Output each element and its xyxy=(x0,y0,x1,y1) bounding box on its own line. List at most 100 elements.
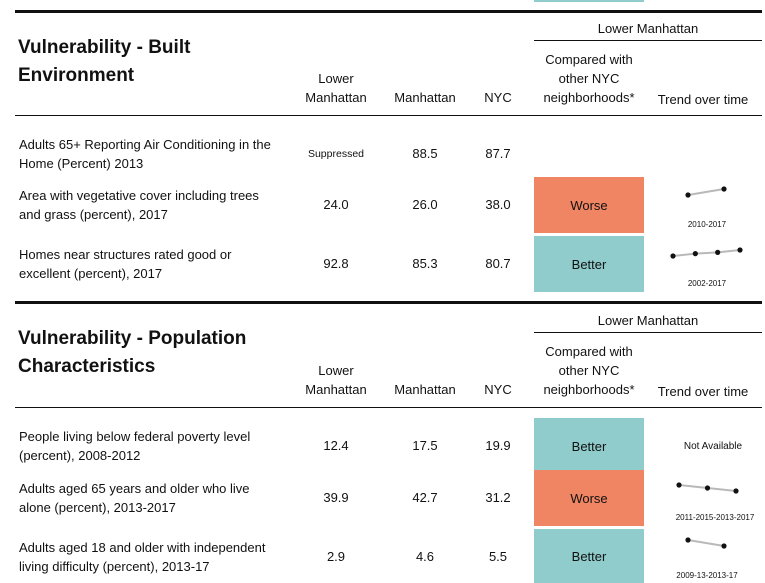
trend-line xyxy=(687,539,725,547)
section-title: Vulnerability - Built Environment xyxy=(18,34,190,90)
col-header-lower-manhattan: Lower Manhattan xyxy=(298,69,374,107)
trend-line xyxy=(672,249,741,257)
trend-point xyxy=(685,192,691,198)
section-title: Vulnerability - Population Characteristi… xyxy=(18,325,246,381)
row-label-line: (percent), 2008-2012 xyxy=(19,448,141,463)
group-header-rule xyxy=(534,332,762,333)
col-header-line: Lower xyxy=(318,71,354,86)
row-label-line: living difficulty (percent), 2013-17 xyxy=(19,559,210,574)
section-top-rule xyxy=(15,301,762,304)
col-header-line: Manhattan xyxy=(305,382,367,397)
col-header-line: neighborhoods* xyxy=(543,90,635,105)
trend-sparkline: 2009-13-2013-17 xyxy=(656,529,758,583)
row-label-line: alone (percent), 2013-2017 xyxy=(19,500,176,515)
value-lower-manhattan: 2.9 xyxy=(326,549,346,564)
row-label: People living below federal poverty leve… xyxy=(19,427,289,465)
row-label: Adults 65+ Reporting Air Conditioning in… xyxy=(19,135,289,173)
sparkline-svg xyxy=(670,247,743,259)
col-header-trend: Trend over time xyxy=(657,92,749,107)
row-label: Homes near structures rated good or exce… xyxy=(19,245,289,283)
col-header-line: other NYC xyxy=(558,71,620,86)
trend-point xyxy=(685,537,691,543)
trend-sparkline: 2002-2017 xyxy=(656,236,758,292)
row-label-line: People living below federal poverty leve… xyxy=(19,429,251,444)
value-nyc: 19.9 xyxy=(485,438,511,453)
trend-point xyxy=(737,247,743,253)
trend-label: 2009-13-2013-17 xyxy=(676,571,738,580)
trend-point xyxy=(721,186,727,192)
trend-not-available: Not Available xyxy=(683,441,743,452)
row-label-line: Home (Percent) 2013 xyxy=(19,156,144,171)
value-manhattan: 26.0 xyxy=(412,197,438,212)
value-manhattan: 85.3 xyxy=(412,256,438,271)
comparison-cell-better: Better xyxy=(534,529,644,583)
value-lower-manhattan: Suppressed xyxy=(307,148,365,160)
value-manhattan: 88.5 xyxy=(412,146,438,161)
sparkline-svg xyxy=(685,186,727,198)
trend-sparkline: 2010-2017 xyxy=(656,177,758,233)
section-title-line: Environment xyxy=(18,65,135,86)
value-nyc: 5.5 xyxy=(488,549,508,564)
header-rule xyxy=(15,407,762,408)
value-lower-manhattan: 39.9 xyxy=(323,490,349,505)
trend-point xyxy=(721,543,727,549)
row-label: Adults aged 18 and older with independen… xyxy=(19,538,289,576)
trend-point xyxy=(670,253,676,259)
row-label: Adults aged 65 years and older who live … xyxy=(19,479,289,517)
row-label: Area with vegetative cover including tre… xyxy=(19,186,289,224)
value-nyc: 87.7 xyxy=(485,146,511,161)
col-header-line: Manhattan xyxy=(305,90,367,105)
col-header-line: neighborhoods* xyxy=(543,382,635,397)
value-lower-manhattan: 24.0 xyxy=(323,197,349,212)
row-label-line: Adults 65+ Reporting Air Conditioning in… xyxy=(19,137,271,152)
col-header-manhattan: Manhattan xyxy=(394,90,456,105)
group-header: Lower Manhattan xyxy=(597,313,699,328)
row-label-line: Area with vegetative cover including tre… xyxy=(19,188,259,203)
value-manhattan: 4.6 xyxy=(415,549,435,564)
col-header-line: other NYC xyxy=(558,363,620,378)
comparison-cell-better: Better xyxy=(534,236,644,292)
trend-point xyxy=(676,482,682,488)
row-label-line: Adults aged 18 and older with independen… xyxy=(19,540,266,555)
col-header-nyc: NYC xyxy=(484,90,512,105)
trend-label: 2010-2017 xyxy=(687,220,727,229)
trend-label: 2002-2017 xyxy=(687,279,727,288)
col-header-lower-manhattan: Lower Manhattan xyxy=(298,361,374,399)
sparkline-svg xyxy=(676,482,739,494)
value-nyc: 38.0 xyxy=(485,197,511,212)
row-label-line: Adults aged 65 years and older who live xyxy=(19,481,250,496)
value-manhattan: 42.7 xyxy=(412,490,438,505)
row-label-line: and grass (percent), 2017 xyxy=(19,207,168,222)
trend-line xyxy=(687,188,725,196)
comparison-cell-better: Better xyxy=(534,418,644,474)
section-title-line: Vulnerability - Population xyxy=(18,328,247,349)
sparkline-svg xyxy=(685,537,727,549)
trend-point xyxy=(704,485,711,491)
col-header-nyc: NYC xyxy=(484,382,512,397)
comparison-cell-worse: Worse xyxy=(534,470,644,526)
col-header-line: Compared with xyxy=(545,52,633,67)
value-nyc: 80.7 xyxy=(485,256,511,271)
col-header-compared: Compared with other NYC neighborhoods* xyxy=(532,342,646,399)
group-header: Lower Manhattan xyxy=(597,21,699,36)
section-title-line: Vulnerability - Built xyxy=(18,37,191,58)
row-label-line: Homes near structures rated good or xyxy=(19,247,232,262)
trend-sparkline: 2011-2015-2013-2017 xyxy=(660,470,765,526)
col-header-manhattan: Manhattan xyxy=(394,382,456,397)
value-nyc: 31.2 xyxy=(485,490,511,505)
row-label-line: excellent (percent), 2017 xyxy=(19,266,163,281)
trend-point xyxy=(715,249,721,255)
section-title-line: Characteristics xyxy=(18,356,156,377)
trend-label: 2011-2015-2013-2017 xyxy=(675,513,755,522)
value-lower-manhattan: 12.4 xyxy=(323,438,349,453)
comparison-cell-worse: Worse xyxy=(534,177,644,233)
trend-point xyxy=(692,251,698,257)
group-header-rule xyxy=(534,40,762,41)
trend-point xyxy=(733,488,739,494)
col-header-trend: Trend over time xyxy=(657,384,749,399)
section-top-rule xyxy=(15,10,762,13)
value-lower-manhattan: 92.8 xyxy=(323,256,349,271)
previous-comparison-cell xyxy=(534,0,644,2)
col-header-line: Compared with xyxy=(545,344,633,359)
col-header-compared: Compared with other NYC neighborhoods* xyxy=(532,50,646,107)
